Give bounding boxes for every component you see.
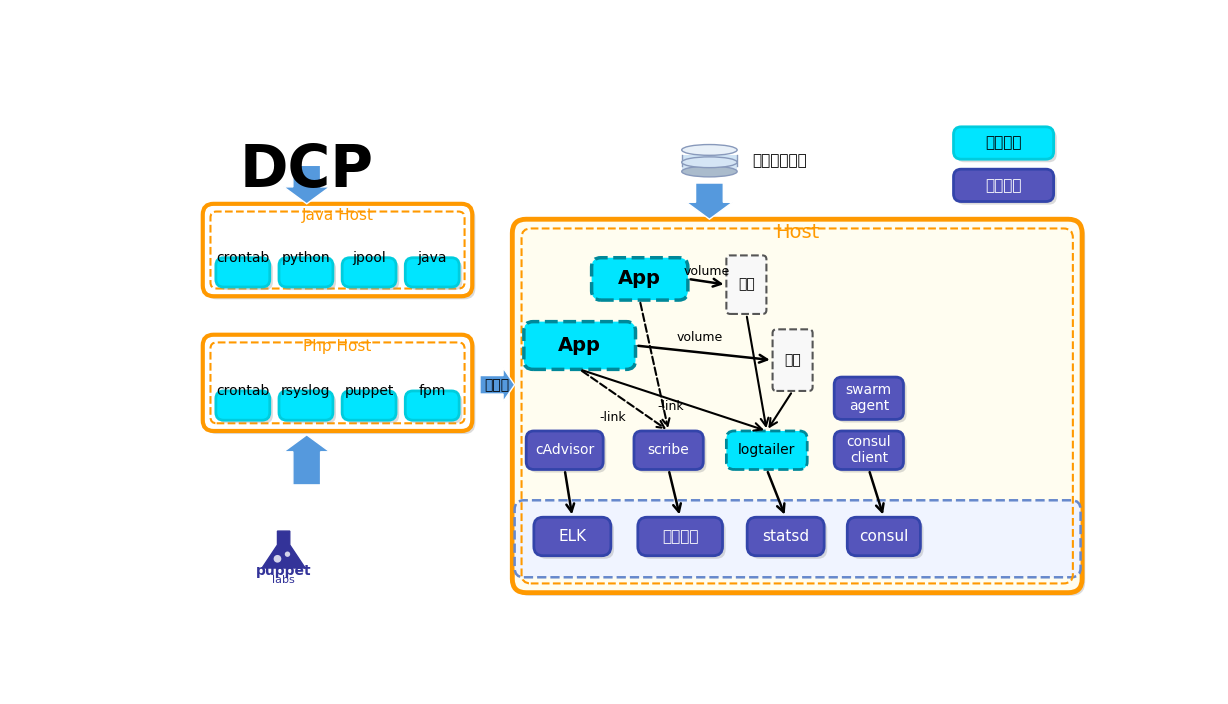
Text: crontab: crontab	[216, 384, 269, 398]
FancyBboxPatch shape	[837, 380, 906, 422]
FancyBboxPatch shape	[279, 258, 333, 287]
FancyBboxPatch shape	[837, 434, 906, 472]
Text: ELK: ELK	[559, 529, 587, 544]
FancyBboxPatch shape	[219, 260, 273, 290]
Text: Php Host: Php Host	[303, 339, 372, 354]
Text: consul: consul	[860, 529, 909, 544]
FancyArrow shape	[480, 367, 515, 402]
Text: puppet: puppet	[255, 564, 312, 578]
FancyBboxPatch shape	[750, 520, 828, 559]
Polygon shape	[262, 531, 306, 568]
Text: volume: volume	[677, 332, 723, 344]
FancyBboxPatch shape	[216, 258, 270, 287]
FancyBboxPatch shape	[634, 431, 704, 470]
FancyBboxPatch shape	[219, 394, 273, 423]
FancyBboxPatch shape	[537, 520, 614, 559]
FancyBboxPatch shape	[512, 219, 1082, 593]
FancyBboxPatch shape	[529, 434, 607, 472]
Text: -link: -link	[657, 400, 684, 413]
Text: DCP: DCP	[239, 142, 373, 199]
FancyBboxPatch shape	[345, 260, 399, 290]
FancyBboxPatch shape	[526, 431, 603, 470]
FancyBboxPatch shape	[953, 127, 1054, 159]
Text: scribe: scribe	[647, 444, 689, 457]
FancyBboxPatch shape	[343, 258, 397, 287]
Text: statsd: statsd	[763, 529, 809, 544]
FancyBboxPatch shape	[747, 517, 824, 555]
Text: consul
client: consul client	[846, 435, 892, 465]
FancyBboxPatch shape	[516, 222, 1086, 596]
Text: 标准化: 标准化	[484, 378, 510, 392]
FancyArrow shape	[284, 165, 330, 204]
Text: labs: labs	[273, 575, 295, 585]
FancyBboxPatch shape	[216, 391, 270, 420]
FancyBboxPatch shape	[405, 258, 459, 287]
Text: python: python	[281, 251, 330, 265]
Text: Host: Host	[775, 223, 819, 241]
FancyBboxPatch shape	[515, 501, 1081, 577]
Text: 日志中心: 日志中心	[662, 529, 699, 544]
Text: cAdvisor: cAdvisor	[535, 444, 594, 457]
FancyBboxPatch shape	[637, 517, 722, 555]
FancyBboxPatch shape	[850, 520, 923, 559]
Text: logtailer: logtailer	[738, 444, 796, 457]
FancyBboxPatch shape	[206, 207, 475, 299]
FancyBboxPatch shape	[957, 172, 1057, 205]
Bar	[682, 156, 737, 166]
FancyBboxPatch shape	[405, 391, 459, 420]
FancyBboxPatch shape	[203, 204, 473, 296]
Bar	[682, 161, 737, 173]
FancyBboxPatch shape	[524, 322, 636, 370]
FancyBboxPatch shape	[345, 394, 399, 423]
FancyBboxPatch shape	[641, 520, 726, 559]
FancyBboxPatch shape	[206, 338, 475, 434]
Circle shape	[285, 551, 290, 557]
FancyBboxPatch shape	[534, 517, 610, 555]
Text: puppet: puppet	[344, 384, 394, 398]
Text: Java Host: Java Host	[302, 208, 373, 223]
FancyBboxPatch shape	[343, 391, 397, 420]
Ellipse shape	[682, 157, 737, 168]
FancyBboxPatch shape	[834, 377, 904, 420]
FancyBboxPatch shape	[953, 169, 1054, 201]
Ellipse shape	[682, 144, 737, 156]
Text: swarm
agent: swarm agent	[846, 383, 892, 413]
Text: 标准主机镜像: 标准主机镜像	[752, 153, 807, 168]
FancyBboxPatch shape	[847, 517, 921, 555]
FancyArrow shape	[284, 435, 330, 485]
Text: fpm: fpm	[419, 384, 446, 398]
Text: App: App	[559, 336, 602, 355]
Circle shape	[274, 555, 281, 562]
FancyBboxPatch shape	[409, 394, 462, 423]
FancyBboxPatch shape	[637, 434, 706, 472]
FancyBboxPatch shape	[772, 329, 813, 391]
FancyBboxPatch shape	[727, 256, 766, 314]
FancyBboxPatch shape	[282, 260, 336, 290]
FancyBboxPatch shape	[957, 130, 1057, 162]
FancyArrow shape	[686, 183, 733, 219]
Text: 系统环境: 系统环境	[985, 178, 1022, 193]
FancyBboxPatch shape	[727, 431, 807, 470]
Text: volume: volume	[684, 265, 731, 277]
Text: 日志: 日志	[785, 353, 801, 367]
Text: 业务软件: 业务软件	[985, 135, 1022, 151]
Text: java: java	[418, 251, 447, 265]
FancyBboxPatch shape	[282, 394, 336, 423]
Text: rsyslog: rsyslog	[281, 384, 330, 398]
Text: jpool: jpool	[352, 251, 386, 265]
FancyBboxPatch shape	[279, 391, 333, 420]
FancyBboxPatch shape	[409, 260, 462, 290]
Text: -link: -link	[599, 410, 626, 424]
FancyBboxPatch shape	[592, 258, 688, 300]
Text: crontab: crontab	[216, 251, 269, 265]
FancyBboxPatch shape	[203, 334, 473, 431]
Text: App: App	[619, 270, 661, 289]
Text: 日志: 日志	[738, 277, 755, 291]
Ellipse shape	[682, 166, 737, 177]
FancyBboxPatch shape	[834, 431, 904, 470]
